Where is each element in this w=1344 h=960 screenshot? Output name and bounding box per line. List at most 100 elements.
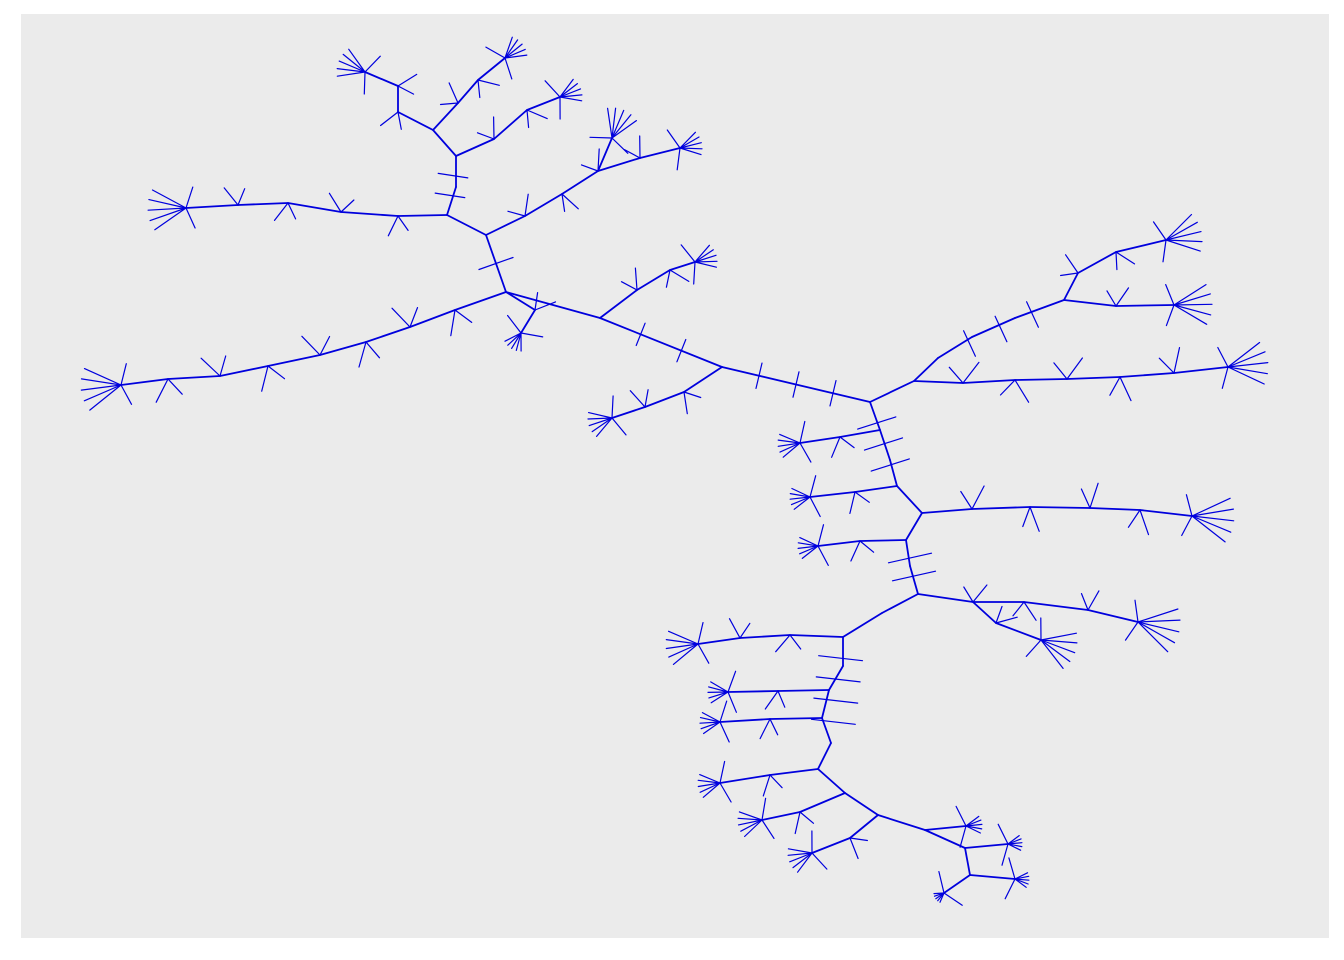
branch-segment <box>559 94 583 98</box>
branch-segment <box>409 307 419 328</box>
branch-segment <box>849 491 856 515</box>
branch-segment <box>1040 639 1064 670</box>
branch-segment <box>683 391 688 415</box>
branch-segment <box>821 689 830 719</box>
branch-segment <box>301 335 321 356</box>
branch-segment <box>738 811 763 821</box>
branch-segment <box>694 254 717 263</box>
branch-segment <box>580 164 599 172</box>
branch-segment <box>340 211 399 217</box>
branch-segment <box>434 192 466 199</box>
branch-segment <box>842 612 883 638</box>
branch-segment <box>504 48 526 59</box>
branch-segment <box>710 691 729 704</box>
branch-segment <box>857 416 897 430</box>
branch-segment <box>964 843 1009 849</box>
branch-segment <box>799 436 841 444</box>
branch-segment <box>699 782 721 793</box>
branch-segment <box>1137 621 1169 653</box>
branch-segment <box>964 847 971 876</box>
branch-segment <box>1007 843 1022 851</box>
branch-segment <box>454 291 507 311</box>
branch-segment <box>943 892 963 906</box>
branch-segment <box>520 332 544 338</box>
branch-segment <box>1040 639 1076 654</box>
branch-segment <box>507 314 522 334</box>
branch-segment <box>149 207 187 222</box>
branch-segment <box>1191 515 1232 533</box>
branch-segment <box>799 792 846 813</box>
branch-segment <box>817 545 829 567</box>
branch-segment <box>595 417 613 437</box>
branch-segment <box>1014 878 1027 888</box>
branch-segment <box>319 341 367 356</box>
branch-segment <box>524 193 563 217</box>
branch-segment <box>437 172 469 179</box>
branch-segment <box>397 214 448 217</box>
branch-segment <box>727 691 738 713</box>
branch-segment <box>1012 601 1025 617</box>
branch-segment <box>1040 632 1078 641</box>
branch-segment <box>782 442 801 458</box>
branch-segment <box>761 797 767 821</box>
branch-segment <box>739 634 791 639</box>
branch-segment <box>397 111 402 130</box>
branch-segment <box>799 420 806 444</box>
branch-segment <box>629 390 646 408</box>
branch-segment <box>965 819 982 827</box>
branch-segment <box>755 362 763 389</box>
branch-segment <box>801 545 819 560</box>
branch-segment <box>761 811 801 821</box>
branch-segment <box>699 721 721 724</box>
branch-segment <box>1115 304 1175 307</box>
branch-segment <box>777 442 801 447</box>
branch-segment <box>693 261 696 285</box>
branch-segment <box>342 53 366 73</box>
branch-segment <box>727 690 779 693</box>
branch-segment <box>905 512 923 541</box>
branch-segment <box>699 716 721 723</box>
branch-segment <box>397 85 415 95</box>
branch-segment <box>764 690 779 710</box>
branch-segment <box>679 136 700 149</box>
branch-segment <box>719 782 732 803</box>
branch-segment <box>1173 284 1207 306</box>
branch-segment <box>504 54 528 59</box>
branch-segment <box>1053 362 1068 380</box>
branch-segment <box>219 365 269 377</box>
branch-segment <box>559 96 583 102</box>
branch-segment <box>611 107 617 139</box>
branch-segment <box>526 109 530 129</box>
branch-segment <box>151 189 187 209</box>
branch-segment <box>1134 599 1139 623</box>
branch-segment <box>955 805 967 827</box>
branch-segment <box>799 811 815 824</box>
branch-segment <box>728 618 741 639</box>
branch-segment <box>1014 299 1065 319</box>
branch-segment <box>679 142 702 149</box>
branch-segment <box>391 307 411 328</box>
branch-segment <box>83 384 122 402</box>
branch-segment <box>777 690 786 708</box>
branch-segment <box>1115 287 1130 307</box>
branch-segment <box>477 57 506 81</box>
branch-segment <box>1137 608 1179 623</box>
branch-segment <box>219 355 227 377</box>
branch-segment <box>1029 506 1040 532</box>
branch-segment <box>1014 878 1030 881</box>
branch-segment <box>769 717 823 720</box>
branch-segment <box>700 721 721 730</box>
branch-segment <box>679 147 703 150</box>
branch-segment <box>599 289 638 319</box>
branch-segment <box>1109 376 1121 396</box>
branch-segment <box>667 630 699 645</box>
branch-segment <box>534 301 557 311</box>
branch-segment <box>534 292 539 311</box>
branch-segment <box>511 332 522 349</box>
branch-segment <box>891 570 937 582</box>
branch-segment <box>971 317 1016 338</box>
branch-segment <box>909 565 919 595</box>
branch-segment <box>1029 506 1091 509</box>
branch-segment <box>485 215 526 236</box>
branch-segment <box>364 71 399 87</box>
